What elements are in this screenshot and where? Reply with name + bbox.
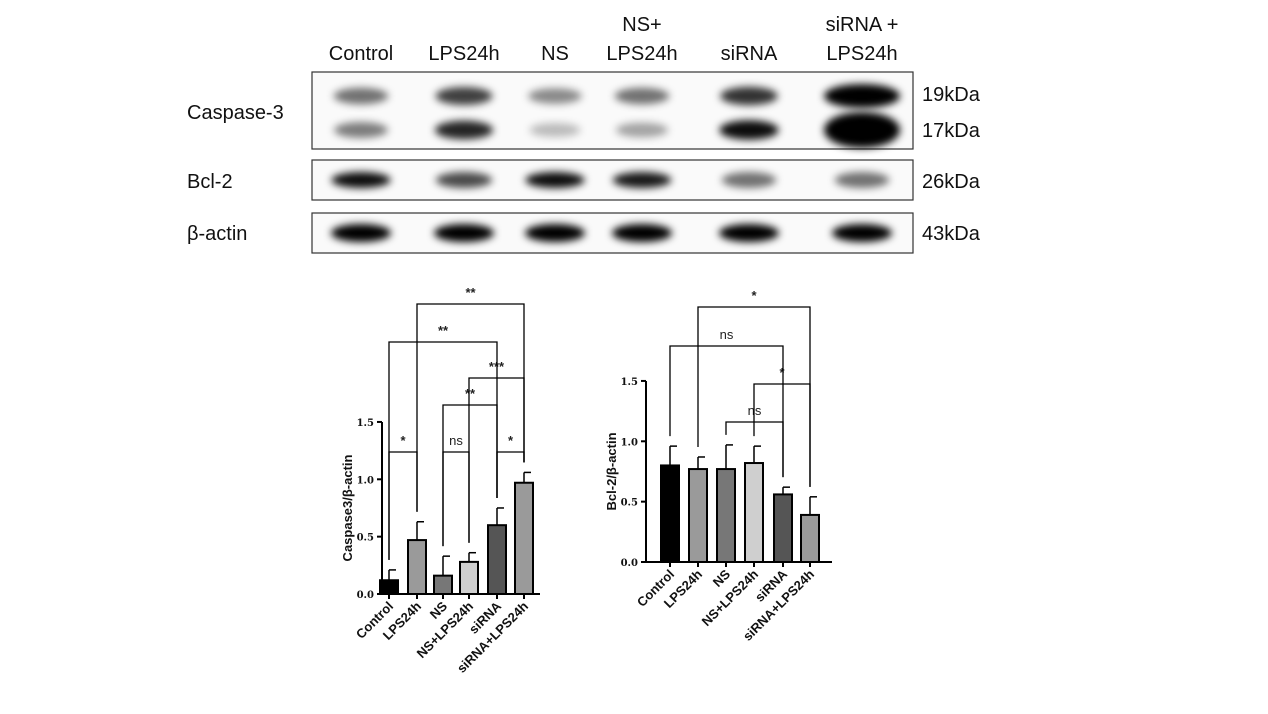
bar — [379, 579, 399, 596]
protein-band — [719, 120, 779, 140]
bar — [773, 493, 793, 563]
protein-band — [834, 172, 890, 188]
bar — [459, 560, 479, 595]
blot-row-label: Bcl-2 — [187, 171, 233, 193]
protein-band — [721, 172, 777, 188]
lane-label: NS+ LPS24h — [606, 14, 677, 65]
protein-band — [614, 87, 670, 105]
significance-label: * — [400, 433, 406, 448]
significance-label: ns — [449, 433, 463, 448]
lane-label: siRNA + LPS24h — [826, 14, 899, 65]
significance-bracket — [388, 341, 498, 560]
protein-band — [435, 172, 493, 188]
significance-label: ** — [438, 323, 449, 338]
protein-band — [612, 224, 672, 242]
blot-row-label: Caspase-3 — [187, 102, 284, 124]
significance-label: ** — [465, 386, 476, 401]
y-tick-label: 1.0 — [621, 437, 638, 448]
protein-band — [528, 88, 582, 104]
protein-band — [525, 224, 585, 242]
protein-band — [334, 122, 388, 138]
protein-band — [434, 120, 494, 140]
y-tick-label: 1.5 — [621, 377, 638, 388]
protein-band — [720, 86, 778, 106]
y-tick-label: 0.0 — [357, 590, 374, 601]
significance-bracket — [416, 303, 525, 512]
significance-label: ** — [465, 285, 476, 300]
y-tick-label: 0.5 — [621, 498, 638, 509]
bar — [688, 468, 708, 564]
molecular-weight-label: 17kDa — [922, 120, 981, 142]
bar — [433, 574, 453, 596]
significance-label: ns — [748, 403, 762, 418]
protein-band — [331, 172, 391, 188]
blot-panel — [311, 159, 914, 201]
protein-band — [824, 84, 900, 108]
y-axis-label: Bcl-2/β-actin — [604, 432, 619, 510]
protein-band — [719, 224, 779, 242]
y-tick-label: 0.0 — [621, 558, 638, 569]
protein-band — [331, 224, 391, 242]
bar — [744, 462, 764, 563]
significance-label: * — [508, 433, 514, 448]
y-tick-label: 1.0 — [357, 475, 374, 486]
blot-panel — [311, 71, 914, 150]
significance-bracket — [442, 451, 470, 547]
protein-band — [333, 87, 389, 105]
bar — [716, 468, 736, 564]
protein-band — [824, 112, 900, 148]
significance-label: ns — [720, 327, 734, 342]
molecular-weight-label: 19kDa — [922, 84, 981, 106]
molecular-weight-label: 43kDa — [922, 223, 981, 245]
y-tick-label: 1.5 — [357, 418, 374, 429]
bar — [800, 513, 820, 563]
blot-row-label: β-actin — [187, 223, 247, 245]
y-tick-label: 0.5 — [357, 533, 374, 544]
significance-bracket — [697, 306, 811, 487]
lane-label: NS — [541, 43, 569, 65]
protein-band — [615, 122, 669, 138]
protein-band — [529, 123, 581, 137]
bar — [514, 481, 534, 595]
protein-band — [612, 172, 672, 188]
significance-bracket — [669, 345, 784, 478]
bar — [660, 464, 680, 563]
protein-band — [434, 224, 494, 242]
caspase3-bar-chart: 0.00.51.01.5Caspase3/β-actinControlLPS24… — [340, 285, 540, 676]
bar — [407, 539, 427, 596]
protein-band — [525, 172, 585, 188]
bar — [487, 524, 507, 595]
protein-band — [435, 87, 493, 105]
y-axis-label: Caspase3/β-actin — [340, 454, 355, 561]
western-blot: Control LPS24h NS NS+ LPS24h siRNA siRNA + LPS2… — [187, 14, 981, 254]
protein-band — [832, 224, 892, 242]
lane-label: siRNA — [721, 43, 778, 65]
molecular-weight-label: 26kDa — [922, 171, 981, 193]
lane-label: LPS24h — [428, 43, 499, 65]
lane-label: Control — [329, 43, 393, 65]
significance-label: * — [751, 288, 757, 303]
